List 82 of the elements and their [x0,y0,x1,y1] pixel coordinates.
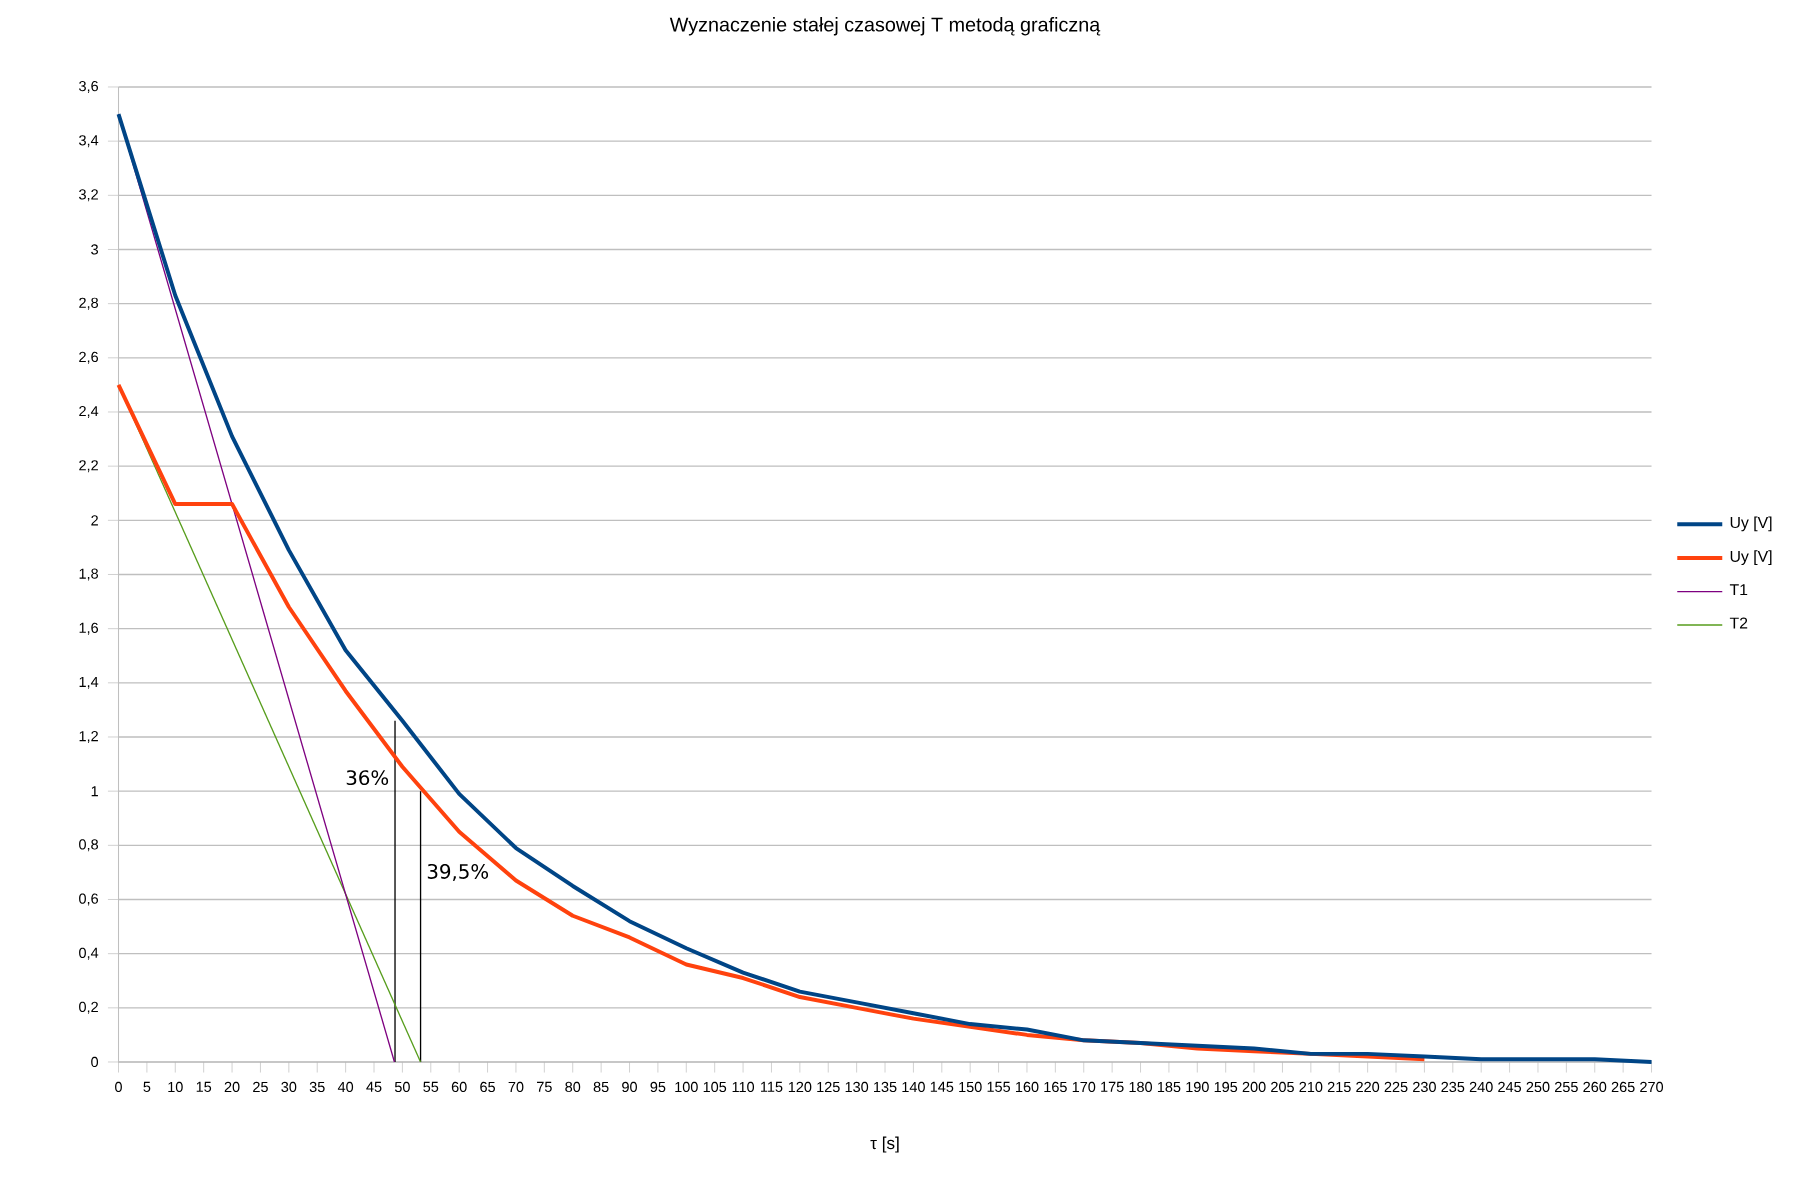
x-tick-label: 115 [761,1081,783,1092]
x-tick-label: 195 [1214,1081,1238,1093]
legend-label: T1 [1729,584,1748,596]
x-tick-label: 240 [1469,1081,1493,1093]
x-tick-label: 75 [537,1081,552,1092]
legend-label: Uy [V] [1730,516,1772,532]
x-tick-label: 200 [1242,1081,1266,1093]
x-tick-label: 30 [281,1081,297,1093]
x-tick-label: 210 [1299,1081,1323,1093]
y-tick-label: 1,8 [79,568,99,581]
x-tick-label: 90 [622,1081,637,1093]
annotation: 39,5% [427,863,489,881]
x-tick-label: 225 [1384,1081,1408,1093]
x-tick-label: 215 [1327,1081,1351,1093]
y-tick-label: 1 [91,786,98,797]
x-tick-label: 170 [1072,1081,1096,1093]
y-tick-label: 0 [91,1056,99,1068]
x-tick-label: 185 [1157,1081,1181,1093]
x-tick-label: 135 [874,1081,897,1093]
x-tick-label: 55 [423,1081,439,1092]
x-tick-label: 50 [394,1081,410,1093]
x-tick-label: 5 [143,1081,151,1092]
x-tick-label: 230 [1413,1081,1436,1093]
legend-label: Uy [V] [1730,550,1772,566]
x-tick-label: 125 [817,1081,840,1093]
y-tick-label: 3 [91,244,99,255]
x-tick-label: 150 [959,1081,982,1093]
y-tick-label: 2,6 [79,351,99,364]
y-tick-label: 1,4 [79,676,99,689]
y-tick-label: 2 [91,515,98,526]
y-tick-label: 2,4 [79,406,99,418]
y-tick-label: 0,4 [79,947,99,960]
x-tick-label: 270 [1640,1081,1664,1093]
x-tick-label: 260 [1583,1081,1607,1093]
x-tick-label: 165 [1044,1081,1067,1093]
x-tick-label: 220 [1356,1081,1380,1093]
legend-label: T2 [1729,617,1748,629]
x-tick-label: 175 [1101,1081,1124,1092]
x-tick-label: 80 [565,1081,581,1093]
x-tick-label: 0 [115,1081,122,1093]
y-tick-label: 2,8 [79,297,99,310]
x-tick-label: 95 [650,1081,666,1093]
y-tick-label: 0,6 [79,893,99,906]
annotation: 36% [346,770,389,786]
x-tick-label: 140 [902,1081,925,1093]
x-tick-label: 60 [451,1081,467,1093]
x-tick-label: 100 [675,1081,698,1093]
y-tick-label: 3,4 [79,135,99,148]
x-tick-label: 70 [508,1081,524,1093]
x-tick-label: 20 [224,1081,240,1093]
x-tick-label: 145 [930,1081,954,1092]
x-tick-label: 10 [168,1081,183,1093]
y-tick-label: 3,6 [79,80,99,93]
y-tick-label: 1,6 [79,622,99,635]
y-tick-label: 0,8 [79,839,99,852]
x-tick-label: 120 [788,1081,812,1093]
x-tick-label: 255 [1555,1081,1578,1093]
chart-title: Wyznaczenie stałej czasowej T metodą graficzną [669,17,1101,36]
y-tick-label: 1,2 [79,731,98,743]
x-tick-label: 245 [1498,1081,1522,1093]
y-tick-label: 0,2 [79,1001,98,1014]
x-tick-label: 85 [593,1081,609,1093]
x-tick-label: 15 [196,1081,212,1092]
x-tick-label: 160 [1015,1081,1039,1093]
x-tick-label: 25 [253,1081,268,1093]
x-tick-label: 40 [337,1081,354,1093]
x-tick-label: 45 [366,1081,382,1092]
x-tick-label: 190 [1186,1081,1209,1093]
x-tick-label: 65 [480,1081,495,1093]
x-tick-label: 205 [1271,1081,1294,1093]
x-tick-label: 250 [1526,1081,1550,1093]
x-tick-label: 130 [845,1081,869,1093]
y-tick-label: 2,2 [79,460,98,473]
x-tick-label: 155 [987,1081,1011,1092]
x-tick-label: 235 [1441,1081,1465,1093]
x-axis-title: τ [s] [870,1136,899,1153]
x-tick-label: 110 [732,1081,755,1093]
x-tick-label: 105 [703,1081,727,1093]
x-tick-label: 180 [1129,1081,1153,1093]
y-tick-label: 3,2 [79,189,98,202]
x-tick-label: 265 [1611,1081,1635,1093]
x-tick-label: 35 [309,1081,325,1093]
